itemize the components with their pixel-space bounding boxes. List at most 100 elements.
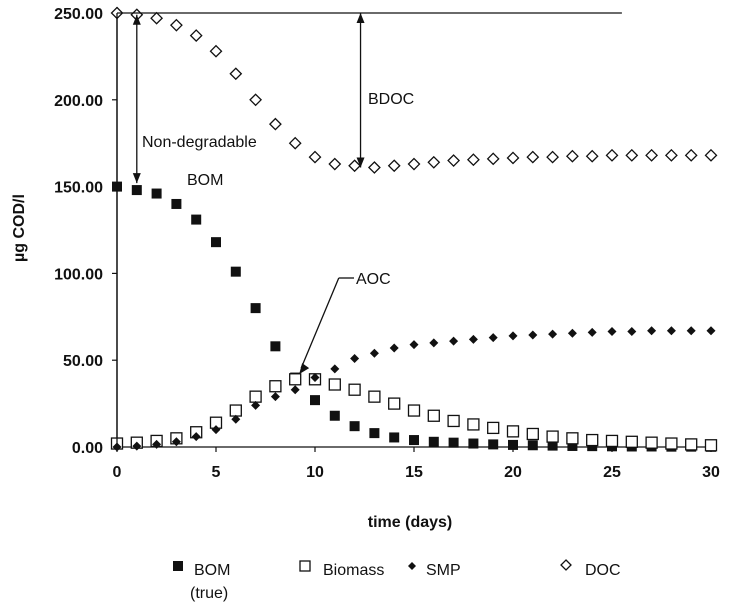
y-tick-label: 200.00 (54, 93, 103, 110)
point-biomass (467, 418, 480, 431)
legend-label-bom-line2: (true) (190, 585, 228, 602)
point-biomass (289, 373, 302, 386)
point-bom (131, 185, 142, 196)
point-doc (308, 150, 322, 164)
point-smp (686, 326, 696, 336)
point-smp (528, 330, 538, 340)
point-biomass (487, 421, 500, 435)
point-smp (627, 327, 637, 337)
y-tick-label: 0.00 (72, 440, 103, 457)
ticks: 0 5 10 15 20 25 30 0.00 50.00 100.00 150.00 200.00 2… (54, 6, 720, 481)
legend-marker-bom (173, 561, 183, 571)
legend-label-bom: BOM (194, 562, 230, 579)
point-bom (270, 341, 281, 352)
x-tick-label: 30 (702, 464, 720, 481)
point-doc (407, 157, 421, 171)
point-doc (546, 150, 560, 164)
point-doc (427, 155, 441, 169)
point-doc (565, 149, 579, 163)
point-smp (251, 400, 261, 410)
point-smp (449, 336, 459, 346)
point-smp (171, 437, 181, 447)
point-bom (191, 214, 202, 225)
point-smp (310, 373, 320, 383)
legend-item-bom: BOM (true) (173, 561, 230, 602)
y-tick-label: 150.00 (54, 180, 103, 197)
point-smp (706, 326, 716, 336)
point-bom (567, 440, 578, 451)
point-biomass (407, 404, 421, 417)
point-biomass (328, 378, 341, 391)
point-doc (268, 117, 282, 131)
arrowhead (132, 173, 141, 184)
point-doc (229, 67, 243, 81)
annotation-bom: BOM (187, 172, 223, 189)
point-smp (231, 414, 241, 424)
point-doc (348, 159, 362, 173)
point-biomass (368, 390, 381, 403)
point-biomass (269, 380, 282, 393)
point-doc (249, 93, 263, 107)
point-doc (466, 153, 480, 167)
point-smp (567, 328, 577, 338)
point-doc (506, 151, 520, 165)
x-tick-label: 25 (603, 464, 621, 481)
legend: BOM (true) Biomass SMP DOC (173, 559, 621, 602)
point-doc (288, 136, 302, 150)
point-bom (508, 439, 518, 450)
point-bom (211, 237, 221, 248)
point-smp (647, 326, 657, 336)
point-biomass (229, 404, 242, 417)
point-bom (468, 438, 479, 449)
point-smp (468, 334, 478, 344)
point-smp (429, 338, 439, 348)
x-tick-label: 5 (212, 464, 221, 481)
point-doc (387, 159, 401, 173)
point-biomass (704, 439, 718, 452)
point-smp (290, 385, 300, 395)
point-bom (488, 439, 499, 450)
point-bom (527, 440, 538, 451)
point-smp (211, 425, 221, 435)
point-doc (169, 18, 183, 32)
annotation-bdoc: BDOC (368, 91, 414, 108)
point-biomass (249, 390, 262, 403)
point-biomass (348, 383, 361, 396)
point-smp (152, 439, 162, 449)
legend-marker-doc (560, 559, 572, 571)
legend-item-smp: SMP (408, 562, 461, 579)
point-smp (508, 331, 518, 341)
point-biomass (526, 427, 539, 441)
point-doc (526, 150, 540, 164)
point-smp (330, 364, 340, 374)
x-tick-label: 20 (504, 464, 522, 481)
point-smp (666, 326, 676, 336)
point-biomass (447, 414, 460, 428)
legend-label-biomass: Biomass (323, 562, 384, 579)
point-bom (310, 395, 320, 406)
point-doc (625, 148, 639, 162)
point-biomass (605, 434, 619, 448)
arrowhead (356, 157, 365, 168)
point-bom (547, 440, 558, 451)
point-smp (607, 327, 617, 337)
axes (116, 7, 715, 448)
annotations: BDOC Non-degradable BOM AOC (116, 12, 622, 447)
point-bom (329, 410, 340, 421)
point-doc (189, 29, 203, 42)
point-smp (132, 441, 142, 451)
arrowhead (132, 14, 141, 25)
point-doc (447, 154, 461, 167)
point-bom (389, 432, 400, 443)
point-biomass (625, 435, 638, 448)
point-bom (171, 198, 182, 209)
point-biomass (586, 433, 599, 447)
point-doc (684, 148, 698, 162)
legend-item-doc: DOC (560, 559, 621, 579)
point-doc (664, 148, 678, 162)
point-biomass (388, 397, 401, 410)
point-doc (328, 157, 342, 171)
point-smp (270, 392, 280, 402)
point-bom (428, 436, 439, 447)
